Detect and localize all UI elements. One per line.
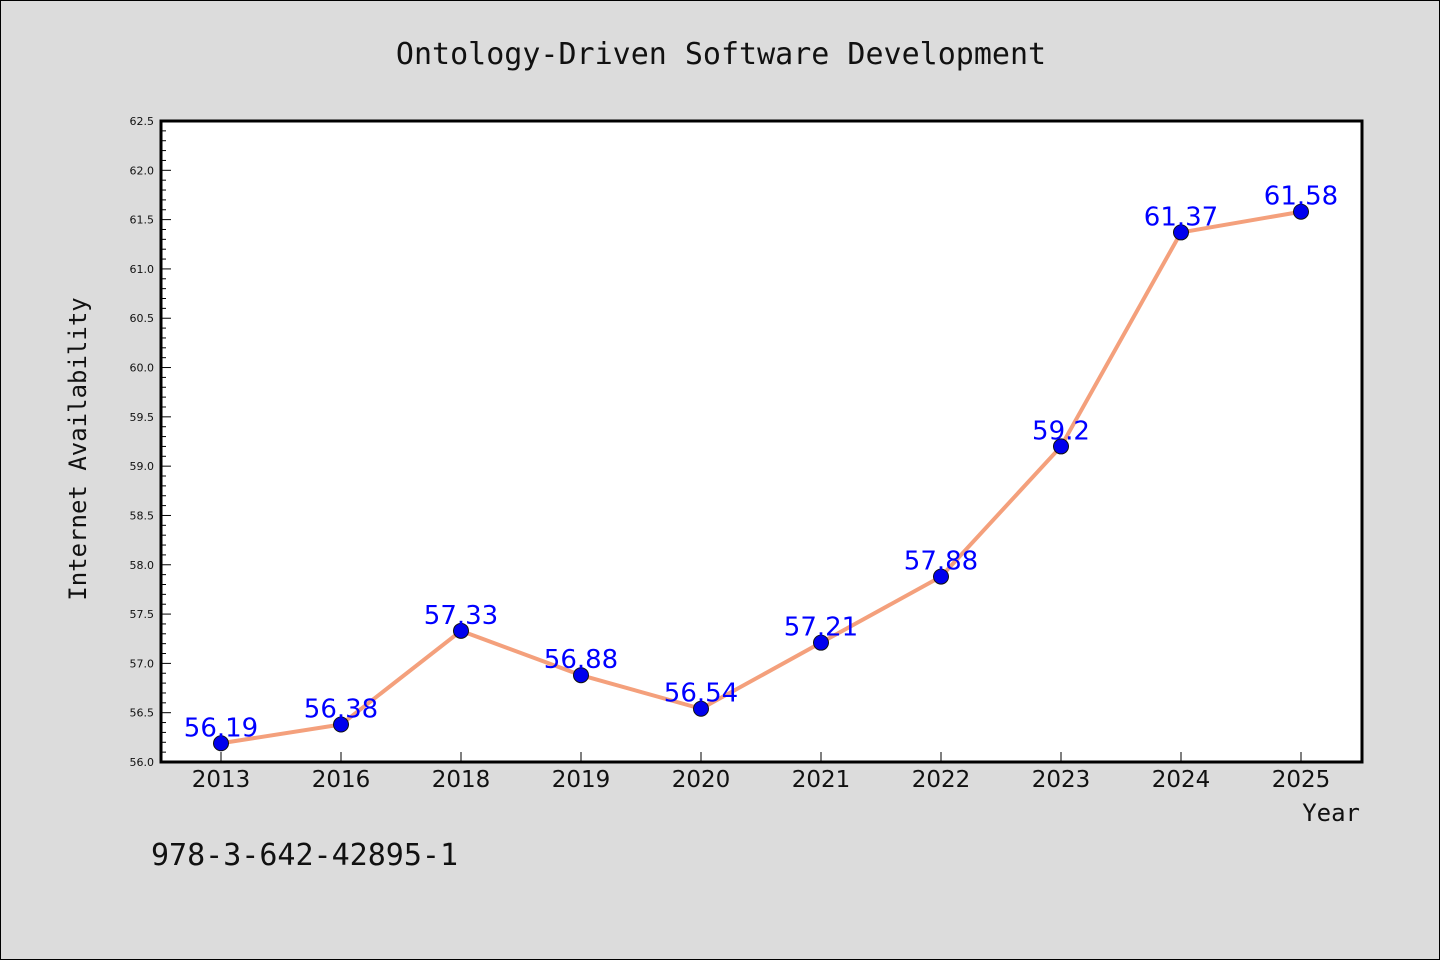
x-tick-label: 2019 <box>552 767 611 793</box>
y-tick-label: 58.5 <box>130 509 155 522</box>
chart-title: Ontology-Driven Software Development <box>396 37 1046 72</box>
series-line-group <box>220 209 1302 746</box>
y-tick-label: 57.0 <box>130 657 155 670</box>
y-tick-label: 61.5 <box>130 214 155 227</box>
x-tick-label: 2021 <box>792 767 851 793</box>
y-tick-label: 58.0 <box>130 559 155 572</box>
y-axis-label: Internet Availability <box>64 297 92 600</box>
x-tick-label: 2024 <box>1152 767 1211 793</box>
y-tick-label: 56.0 <box>130 756 155 769</box>
y-tick-label: 59.0 <box>130 460 155 473</box>
x-tick-label: 2023 <box>1032 767 1091 793</box>
data-labels-group: 56.19 56.38 57.33 56.88 56.54 57.21 57.88 59.2 6… <box>184 182 1338 744</box>
data-label: 56.19 <box>184 713 258 743</box>
data-label: 61.37 <box>1144 202 1218 232</box>
x-tick-label: 2020 <box>672 767 731 793</box>
footer-isbn: 978-3-642-42895-1 <box>151 838 458 873</box>
y-tick-label: 56.5 <box>130 707 155 720</box>
y-tick-label: 62.5 <box>130 115 155 128</box>
x-axis: 2013 2016 2018 2019 2020 2021 2022 2023 2024 2025 <box>192 752 1331 793</box>
plot-area <box>161 121 1362 762</box>
x-tick-label: 2013 <box>192 767 251 793</box>
data-point <box>813 634 829 651</box>
y-tick-label: 62.0 <box>130 164 155 177</box>
data-label: 56.54 <box>664 679 738 709</box>
y-tick-label: 60.5 <box>130 312 155 325</box>
data-points-group <box>213 203 1309 752</box>
y-axis: 56.0 56.5 57.0 57.5 58.0 58.5 59.0 59.5 60.0 60.5… <box>130 115 171 769</box>
x-tick-label: 2016 <box>312 767 371 793</box>
data-label: 56.38 <box>304 695 378 725</box>
data-label: 56.88 <box>544 645 618 675</box>
y-tick-label: 57.5 <box>130 608 155 621</box>
series-line <box>220 209 1302 746</box>
x-axis-label: Year <box>1302 799 1360 827</box>
data-point <box>1293 203 1309 220</box>
data-point <box>453 622 469 639</box>
data-point <box>1053 438 1069 455</box>
data-point <box>933 568 949 585</box>
plot-frame <box>159 119 1364 764</box>
data-point <box>573 667 589 684</box>
data-label: 57.21 <box>784 613 858 643</box>
data-point <box>693 700 709 717</box>
data-point <box>213 735 229 752</box>
x-tick-label: 2025 <box>1272 767 1331 793</box>
data-label: 57.88 <box>904 547 978 577</box>
y-tick-label: 61.0 <box>130 263 155 276</box>
x-tick-label: 2018 <box>432 767 491 793</box>
data-label: 57.33 <box>424 601 498 631</box>
data-point <box>333 716 349 733</box>
data-point <box>1173 224 1189 241</box>
y-tick-label: 60.0 <box>130 362 155 375</box>
y-tick-label: 59.5 <box>130 411 155 424</box>
data-label: 61.58 <box>1264 182 1338 212</box>
data-label: 59.2 <box>1032 416 1090 446</box>
x-tick-label: 2022 <box>912 767 971 793</box>
